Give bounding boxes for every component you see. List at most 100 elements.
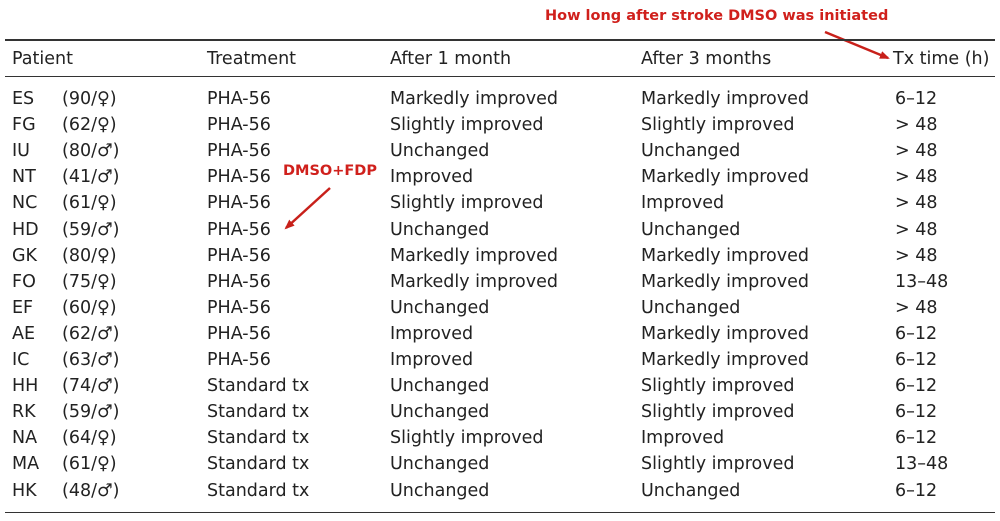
cell-treatment: Standard tx: [207, 454, 310, 475]
cell-after-1-month: Improved: [390, 167, 474, 188]
cell-treatment: Standard tx: [207, 402, 310, 423]
cell-after-1-month: Unchanged: [390, 297, 490, 318]
cell-after-3-months: Markedly improved: [641, 271, 809, 292]
cell-treatment: PHA-56: [207, 167, 271, 188]
cell-after-1-month: Unchanged: [390, 376, 490, 397]
cell-tx-time: 6–12: [895, 89, 938, 109]
cell-age-sex: (80/♂): [62, 141, 120, 162]
cell-tx-time: > 48: [895, 141, 938, 162]
cell-after-3-months: Unchanged: [641, 297, 741, 318]
cell-age-sex: (61/♀): [62, 193, 117, 214]
cell-after-1-month: Markedly improved: [390, 245, 558, 266]
cell-treatment: PHA-56: [207, 350, 271, 370]
cell-age-sex: (80/♀): [62, 245, 117, 266]
cell-patient-initials: ES: [12, 89, 35, 109]
table-top-rule: [5, 39, 995, 41]
table-bottom-rule: [5, 512, 995, 513]
cell-tx-time: 13–48: [895, 454, 949, 475]
cell-patient-initials: NA: [12, 428, 38, 449]
cell-tx-time: 6–12: [895, 376, 938, 397]
cell-patient-initials: NC: [12, 193, 38, 214]
cell-tx-time: > 48: [895, 167, 938, 188]
cell-after-1-month: Unchanged: [390, 454, 490, 475]
cell-treatment: Standard tx: [207, 376, 310, 397]
cell-after-3-months: Unchanged: [641, 480, 741, 501]
cell-after-1-month: Unchanged: [390, 141, 490, 162]
cell-age-sex: (64/♀): [62, 428, 117, 449]
cell-after-3-months: Slightly improved: [641, 376, 795, 397]
cell-treatment: PHA-56: [207, 245, 271, 266]
cell-patient-initials: MA: [12, 454, 40, 475]
cell-tx-time: 6–12: [895, 428, 938, 449]
table-header-rule: [5, 76, 995, 77]
cell-after-1-month: Improved: [390, 323, 474, 344]
annotation-arrow-tx-time: [824, 30, 890, 60]
cell-patient-initials: IU: [12, 141, 30, 162]
cell-after-1-month: Unchanged: [390, 480, 490, 501]
cell-age-sex: (62/♂): [62, 323, 120, 344]
cell-tx-time: 6–12: [895, 323, 938, 344]
cell-treatment: Standard tx: [207, 480, 310, 501]
cell-treatment: PHA-56: [207, 323, 271, 344]
cell-treatment: PHA-56: [207, 193, 271, 214]
cell-treatment: PHA-56: [207, 219, 271, 240]
cell-age-sex: (74/♂): [62, 376, 120, 397]
cell-after-3-months: Markedly improved: [641, 323, 809, 344]
cell-age-sex: (48/♂): [62, 480, 120, 501]
cell-patient-initials: HK: [12, 480, 37, 501]
cell-tx-time: 6–12: [895, 480, 938, 501]
header-patient: Patient: [12, 49, 73, 69]
header-after-3-months: After 3 months: [641, 49, 772, 69]
annotation-arrow-dmso-fdp: [284, 187, 331, 230]
cell-patient-initials: RK: [12, 402, 36, 423]
cell-tx-time: > 48: [895, 193, 938, 214]
header-tx-time: Tx time (h): [893, 49, 990, 69]
cell-after-3-months: Markedly improved: [641, 89, 809, 109]
cell-patient-initials: FG: [12, 115, 36, 136]
cell-after-1-month: Slightly improved: [390, 428, 544, 449]
cell-patient-initials: EF: [12, 297, 34, 318]
cell-after-3-months: Slightly improved: [641, 454, 795, 475]
annotation-dmso-fdp-note: DMSO+FDP: [283, 163, 377, 179]
cell-age-sex: (41/♂): [62, 167, 120, 188]
cell-age-sex: (90/♀): [62, 89, 117, 109]
cell-patient-initials: IC: [12, 350, 30, 370]
cell-tx-time: > 48: [895, 245, 938, 266]
cell-treatment: PHA-56: [207, 271, 271, 292]
cell-after-3-months: Markedly improved: [641, 350, 809, 370]
cell-after-1-month: Slightly improved: [390, 115, 544, 136]
cell-patient-initials: NT: [12, 167, 36, 188]
cell-after-3-months: Unchanged: [641, 141, 741, 162]
cell-treatment: PHA-56: [207, 297, 271, 318]
cell-after-3-months: Improved: [641, 428, 725, 449]
cell-patient-initials: HH: [12, 376, 39, 397]
cell-after-3-months: Markedly improved: [641, 245, 809, 266]
cell-after-3-months: Improved: [641, 193, 725, 214]
cell-tx-time: 6–12: [895, 402, 938, 423]
cell-after-1-month: Markedly improved: [390, 89, 558, 109]
cell-tx-time: > 48: [895, 219, 938, 240]
header-after-1-month: After 1 month: [390, 49, 512, 69]
cell-age-sex: (59/♂): [62, 219, 120, 240]
cell-age-sex: (62/♀): [62, 115, 117, 136]
cell-after-3-months: Slightly improved: [641, 115, 795, 136]
cell-age-sex: (61/♀): [62, 454, 117, 475]
cell-after-1-month: Improved: [390, 350, 474, 370]
cell-after-3-months: Markedly improved: [641, 167, 809, 188]
header-treatment: Treatment: [207, 49, 297, 69]
cell-age-sex: (59/♂): [62, 402, 120, 423]
cell-after-1-month: Slightly improved: [390, 193, 544, 214]
cell-patient-initials: FO: [12, 271, 36, 292]
cell-patient-initials: GK: [12, 245, 38, 266]
cell-tx-time: 13–48: [895, 271, 949, 292]
cell-patient-initials: AE: [12, 323, 36, 344]
cell-age-sex: (75/♀): [62, 271, 117, 292]
annotation-tx-time-note: How long after stroke DMSO was initiated: [545, 8, 889, 24]
cell-after-3-months: Unchanged: [641, 219, 741, 240]
cell-after-1-month: Markedly improved: [390, 271, 558, 292]
cell-after-1-month: Unchanged: [390, 219, 490, 240]
cell-treatment: Standard tx: [207, 428, 310, 449]
cell-age-sex: (63/♂): [62, 350, 120, 370]
cell-after-1-month: Unchanged: [390, 402, 490, 423]
